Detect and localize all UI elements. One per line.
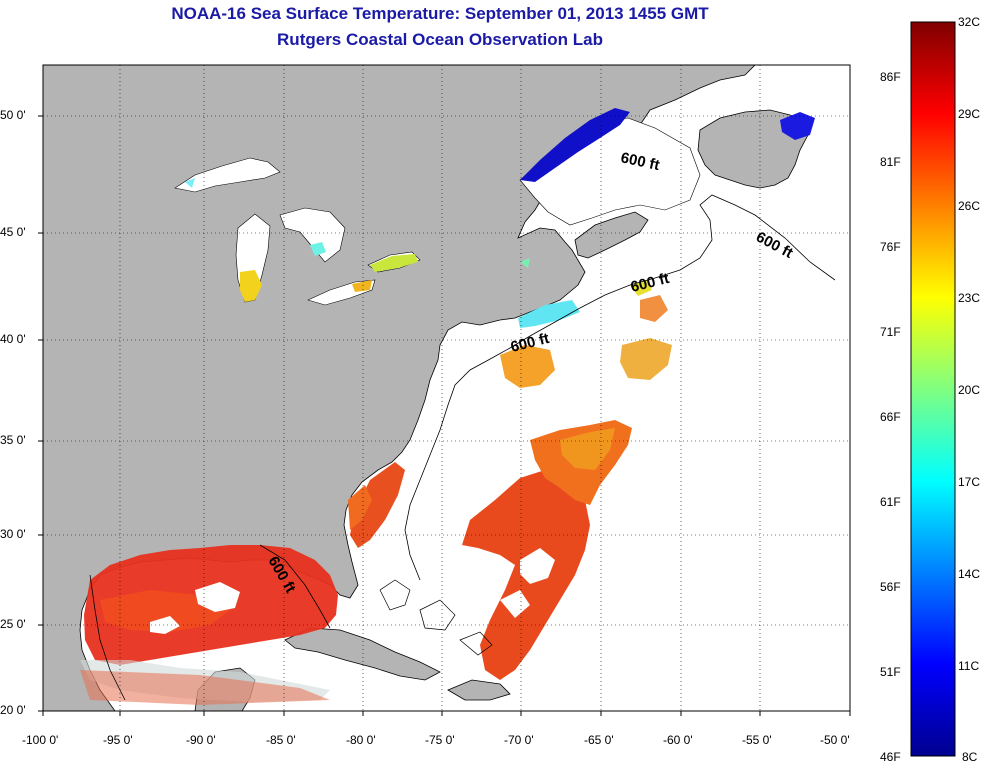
map-grid	[43, 65, 850, 711]
colorbar-c-label: 14C	[958, 567, 981, 581]
lat-tick-label: 40 0'	[0, 332, 26, 346]
lat-tick-label: 35 0'	[0, 433, 26, 447]
colorbar-f-label: 71F	[880, 325, 901, 339]
colorbar-f-label: 51F	[880, 665, 901, 679]
colorbar-c-label: 29C	[958, 107, 981, 121]
lon-tick-label: -80 0'	[346, 733, 376, 747]
map-frame	[42, 64, 851, 712]
land-cuba	[284, 627, 441, 681]
lon-tick-label: -95 0'	[103, 733, 133, 747]
lat-tick-label: 20 0'	[0, 703, 26, 717]
lon-tick-label: -75 0'	[425, 733, 455, 747]
colorbar-c-label: 11C	[958, 659, 980, 673]
lon-tick-label: -85 0'	[266, 733, 296, 747]
lake-huron	[279, 207, 346, 263]
colorbar-c-label: 17C	[958, 475, 981, 489]
colorbar-c-label: 23C	[958, 291, 981, 305]
colorbar-f-label: 81F	[880, 155, 901, 169]
colorbar-f-label: 66F	[880, 410, 901, 424]
sst-st-lawrence	[520, 108, 630, 182]
colorbar-f-label: 56F	[880, 580, 901, 594]
lon-tick-label: -60 0'	[663, 733, 693, 747]
land-hispaniola	[447, 679, 511, 701]
colorbar-f-label: 46F	[880, 750, 901, 764]
colorbar-f-label: 61F	[880, 495, 901, 509]
lon-tick-label: -70 0'	[504, 733, 534, 747]
lake-superior	[174, 157, 281, 193]
lat-tick-label: 30 0'	[0, 527, 26, 541]
lon-tick-label: -100 0'	[22, 733, 59, 747]
land-newfoundland	[697, 109, 809, 189]
map-subtitle: Rutgers Coastal Ocean Observation Lab	[277, 30, 603, 49]
lat-tick-label: 45 0'	[0, 225, 26, 239]
lon-tick-label: -90 0'	[186, 733, 216, 747]
lon-tick-label: -65 0'	[584, 733, 614, 747]
colorbar-c-label: 32C	[958, 15, 981, 29]
land-nova-scotia	[574, 211, 649, 259]
lat-tick-label: 50 0'	[0, 108, 26, 122]
colorbar-c-label: 8C	[962, 750, 978, 764]
lat-tick-label: 25 0'	[0, 617, 26, 631]
colorbar-c-label: 20C	[958, 383, 981, 397]
colorbar	[910, 21, 956, 757]
colorbar-f-label: 76F	[880, 240, 901, 254]
lon-tick-label: -55 0'	[742, 733, 772, 747]
isobath-600ft	[404, 194, 836, 581]
colorbar-f-label: 86F	[880, 70, 901, 84]
lon-tick-label: -50 0'	[820, 733, 850, 747]
map-title: NOAA-16 Sea Surface Temperature: Septemb…	[171, 4, 709, 23]
colorbar-c-label: 26C	[958, 199, 981, 213]
